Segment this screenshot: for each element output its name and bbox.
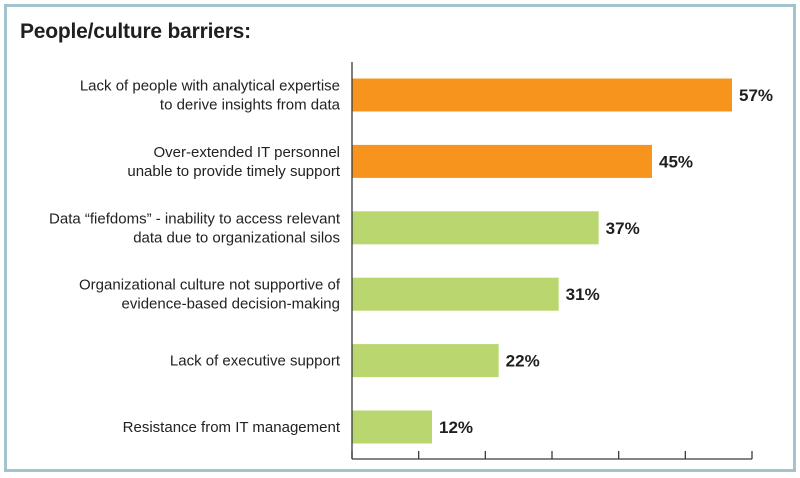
category-label: Resistance from IT management <box>123 419 341 436</box>
category-label: unable to provide timely support <box>127 163 340 180</box>
value-labels-group: 57% 45% 37% 31% 22% 12% <box>439 86 773 437</box>
data-label: 45% <box>659 152 693 171</box>
data-label: 12% <box>439 418 473 437</box>
category-label: data due to organizational silos <box>133 229 340 246</box>
data-label: 31% <box>566 285 600 304</box>
category-label: evidence-based decision-making <box>122 296 340 313</box>
bar <box>352 410 432 444</box>
bars-group <box>352 78 732 444</box>
category-label: Lack of executive support <box>170 353 341 370</box>
bar <box>352 144 652 178</box>
axes-group <box>351 62 753 460</box>
bar <box>352 211 599 245</box>
category-label: Over-extended IT personnel <box>154 144 341 161</box>
bar <box>352 277 559 311</box>
data-label: 22% <box>506 352 540 371</box>
category-labels-group: Lack of people with analytical expertise… <box>49 78 341 437</box>
category-label: Data “fiefdoms” - inability to access re… <box>49 210 341 227</box>
data-label: 37% <box>606 219 640 238</box>
bar <box>352 78 732 112</box>
category-label: Lack of people with analytical expertise <box>80 78 340 95</box>
category-label: Organizational culture not supportive of <box>79 277 341 294</box>
chart-title: People/culture barriers: <box>20 20 251 43</box>
data-label: 57% <box>739 86 773 105</box>
category-label: to derive insights from data <box>160 97 341 114</box>
bar <box>352 344 499 378</box>
